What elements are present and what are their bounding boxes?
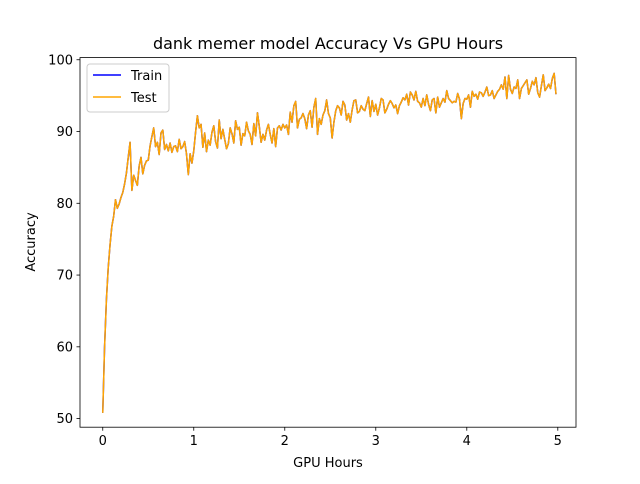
x-tick-label: 3 xyxy=(372,434,380,449)
chart-title: dank memer model Accuracy Vs GPU Hours xyxy=(153,34,503,53)
axes-frame xyxy=(79,57,577,428)
y-tick-label: 50 xyxy=(56,412,73,427)
y-tick-label: 60 xyxy=(56,340,73,355)
x-tick-label: 1 xyxy=(190,434,198,449)
series-line-test xyxy=(102,72,557,413)
x-tick-label: 0 xyxy=(99,434,107,449)
x-ticks: 0 1 2 3 4 5 xyxy=(99,427,562,449)
legend-label-train: Train xyxy=(130,69,162,84)
legend-box xyxy=(86,63,170,113)
y-tick-label: 90 xyxy=(56,125,73,140)
x-axis-label: GPU Hours xyxy=(293,456,363,471)
x-tick-label: 2 xyxy=(281,434,289,449)
x-tick-label: 4 xyxy=(463,434,471,449)
y-ticks: 50 60 70 80 90 100 xyxy=(48,53,80,427)
y-axis-label: Accuracy xyxy=(24,212,39,272)
y-tick-label: 70 xyxy=(56,269,73,284)
x-tick-label: 5 xyxy=(554,434,562,449)
y-tick-label: 100 xyxy=(48,53,73,68)
lines-layer xyxy=(102,72,557,413)
legend-label-test: Test xyxy=(130,91,157,106)
y-tick-label: 80 xyxy=(56,197,73,212)
legend: Train Test xyxy=(86,63,170,113)
